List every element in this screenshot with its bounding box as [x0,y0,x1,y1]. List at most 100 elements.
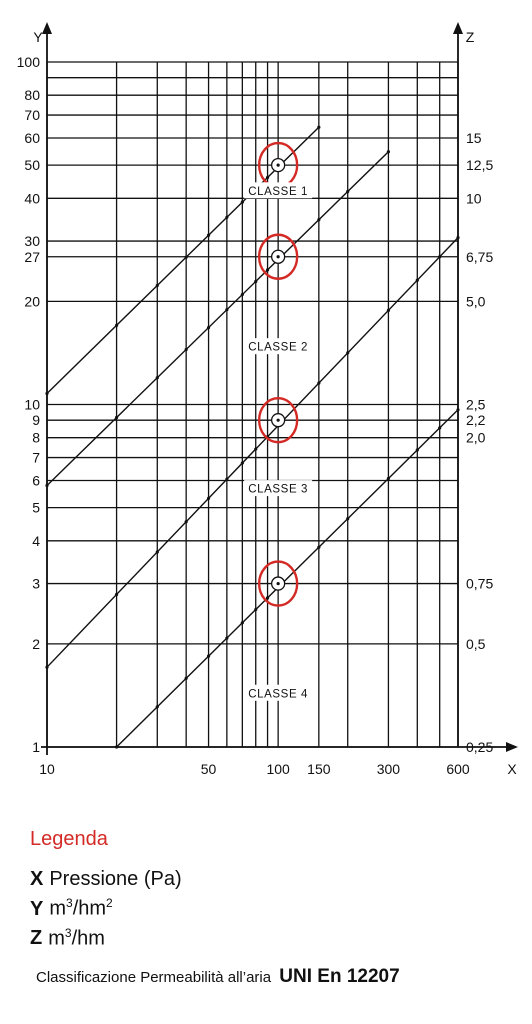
series-4-dot-500 [438,426,442,430]
y-axis-label: Y [33,29,43,45]
series-1-dot-10 [45,391,49,396]
z-tick-label-3: 6,75 [466,249,493,265]
y-tick-label-70: 70 [24,107,40,123]
series-2-dot-90 [265,268,270,272]
y-tick-label-100: 100 [17,54,41,70]
series-3-dot-500 [438,255,442,259]
class-label-3: CLASSE 3 [248,484,308,496]
series-3-dot-20 [114,592,119,597]
series-segment-1 [46,126,320,394]
series-2-dot-40 [184,347,188,352]
series-1-dot-70 [240,200,244,204]
caption: Classificazione Permeabilità all’aria UN… [36,966,400,988]
series-3-dot-70 [240,461,244,465]
class-label-1: CLASSE 1 [248,186,308,198]
marker-1 [257,141,299,189]
x-tick-label-150: 150 [307,761,331,777]
chart-markers [257,141,299,607]
series-2-dot-80 [254,279,258,284]
series-3-dot-600 [456,236,460,240]
series-4-dot-200 [346,517,350,521]
series-line-4 [114,408,460,749]
series-4-dot-30 [155,705,159,709]
x-tick-label-600: 600 [446,761,470,777]
x-tick-label-100: 100 [266,761,290,777]
marker-dot-4 [276,581,280,586]
series-4-dot-80 [254,607,258,612]
z-tick-label-5: 2,5 [466,397,486,413]
series-3-dot-300 [386,308,391,312]
legend-title: Legenda [30,828,108,850]
y-tick-label-40: 40 [24,190,40,206]
legend-row-x: X Pressione (Pa) [30,867,520,891]
series-2-dot-20 [114,415,119,420]
series-1-dot-20 [114,323,119,327]
z-tick-label-2: 10 [466,190,482,206]
y-tick-label-27: 27 [24,249,40,265]
z-tick-label-7: 2,0 [466,430,486,446]
y-tick-label-5: 5 [32,500,40,516]
series-1-dot-30 [155,283,159,288]
class-label-4: CLASSE 4 [248,688,308,700]
series-3-dot-40 [184,520,188,524]
series-1-dot-150 [317,125,321,129]
series-1-dot-90 [265,175,270,180]
series-4-dot-70 [240,621,244,625]
marker-highlight-ellipse-3 [257,396,299,444]
series-3-dot-200 [346,351,350,355]
class-label-bg-2 [244,338,313,355]
series-1-dot-60 [225,215,229,219]
marker-highlight-ellipse-4 [257,560,299,607]
y-tick-label-8: 8 [32,430,40,446]
series-4-dot-60 [225,636,229,640]
permeability-chart: Y ZX 10 50 100 150 300 60012345678910202730405… [17,22,518,777]
x-tick-label-10: 10 [39,761,55,777]
legend-y-unit-b: /hm [72,897,107,920]
marker-3 [257,396,299,444]
series-segment-3 [46,237,459,668]
marker-highlight-ellipse-2 [257,233,299,280]
y-tick-label-1: 1 [32,739,40,755]
z-tick-label-9: 0,5 [466,636,486,652]
chart-class-labels: CLASSE 1 CLASSE 2 CLASSE 3 CLASSE 4 [244,182,313,701]
x-axis-label: X [507,761,517,777]
series-4-dot-40 [184,676,188,680]
legend-y-unit-sup: 3 [66,896,73,910]
legend-y-key: Y [30,897,44,920]
caption-text: Classificazione Permeabilità all’aria [36,969,272,986]
y-tick-label-30: 30 [24,233,40,249]
y-tick-label-50: 50 [24,157,40,173]
series-3-dot-150 [317,381,321,385]
series-4-dot-50 [206,654,211,658]
series-3-dot-30 [155,550,159,554]
series-1-dot-50 [206,233,211,237]
z-tick-label-1: 12,5 [466,157,493,173]
series-4-dot-150 [317,545,321,549]
marker-2 [257,233,299,280]
caption-standard: UNI En 12207 [279,966,400,987]
class-label-2: CLASSE 2 [248,342,308,354]
series-4-dot-300 [386,476,391,481]
legend-y-unit-sup2: 2 [106,896,113,910]
z-tick-label-4: 5,0 [466,293,486,309]
y-tick-label-3: 3 [32,576,40,592]
z-tick-label-6: 2,2 [466,412,486,428]
y-tick-label-7: 7 [32,450,40,466]
series-2-dot-60 [225,308,229,312]
series-4-dot-600 [456,408,460,412]
series-4-dot-20 [114,745,119,749]
series-2-dot-10 [45,483,49,488]
y-tick-label-4: 4 [32,533,40,549]
y-axis-arrow [42,22,52,34]
chart-tick-labels: 10 50 100 150 300 600123456789102027304050607… [17,54,494,777]
series-2-dot-300 [386,150,391,154]
series-3-dot-80 [254,447,258,451]
legend-z-unit-a: m [48,927,65,950]
series-3-dot-10 [45,665,49,669]
z-axis-label: Z [466,29,475,45]
series-2-dot-150 [317,218,321,222]
marker-dot-3 [276,418,280,422]
series-3-dot-400 [415,278,419,282]
